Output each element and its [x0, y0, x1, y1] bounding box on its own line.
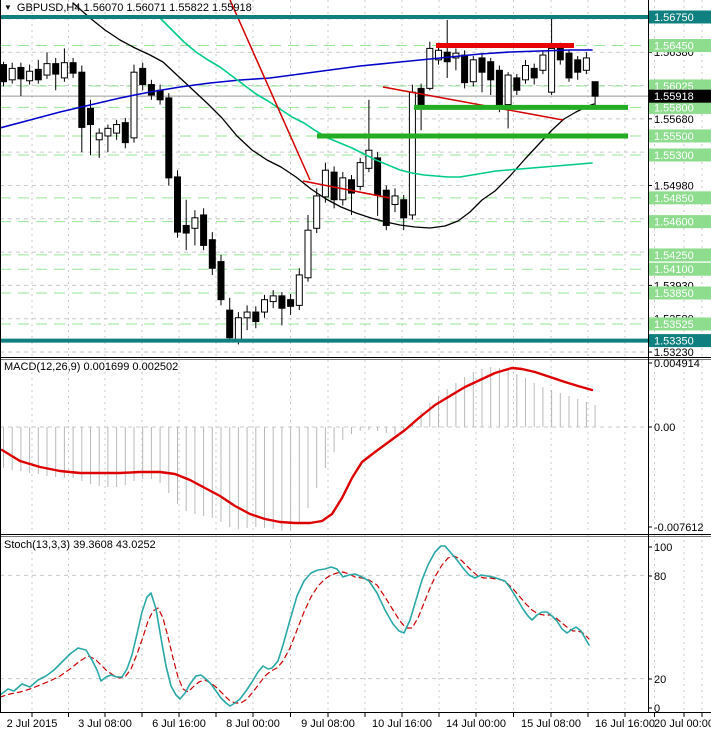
svg-text:0: 0 [654, 703, 660, 715]
svg-text:1.54980: 1.54980 [654, 180, 694, 192]
support-level-badge [649, 79, 711, 93]
svg-text:1.56450: 1.56450 [654, 41, 694, 53]
svg-text:10 Jul 16:00: 10 Jul 16:00 [372, 718, 432, 730]
svg-text:0.004914: 0.004914 [654, 358, 700, 370]
stochastic-panel [0, 545, 648, 707]
svg-text:1.53850: 1.53850 [654, 288, 694, 300]
svg-text:20 Jul 00:00: 20 Jul 00:00 [654, 718, 711, 730]
support-level-badge [649, 100, 711, 114]
svg-text:6 Jul 16:00: 6 Jul 16:00 [152, 718, 206, 730]
main-chart-title: GBPUSD,H4 1.56070 1.56071 1.55822 1.5591… [16, 2, 252, 14]
svg-text:1.54100: 1.54100 [654, 264, 694, 276]
ma-fast-turquoise [159, 17, 593, 178]
macd-panel [0, 366, 648, 531]
svg-text:1.55918: 1.55918 [654, 91, 694, 103]
support-level-badge [649, 317, 711, 331]
svg-text:1.55800: 1.55800 [654, 102, 694, 114]
time-axis[interactable]: 2 Jul 2015 3 Jul 08:00 6 Jul 16:00 8 Jul 00… [7, 713, 711, 730]
svg-text:1.54250: 1.54250 [654, 250, 694, 262]
svg-text:0.00: 0.00 [654, 422, 675, 434]
support-level-badge [649, 215, 711, 229]
macd-title-text: MACD(12,26,9) 0.001699 0.002502 [4, 361, 179, 373]
support-level-badge [649, 129, 711, 143]
support-level-badge [649, 148, 711, 162]
red-trendlines [229, 0, 564, 199]
support-level-badge [649, 248, 711, 262]
svg-text:9 Jul 08:00: 9 Jul 08:00 [301, 718, 355, 730]
svg-text:15 Jul 08:00: 15 Jul 08:00 [521, 718, 581, 730]
svg-text:1.55300: 1.55300 [654, 150, 694, 162]
svg-text:14 Jul 00:00: 14 Jul 00:00 [446, 718, 506, 730]
support-level-badge [649, 262, 711, 276]
vertical-gridlines [31, 0, 703, 712]
support-level-badge [649, 191, 711, 205]
svg-text:20: 20 [654, 674, 666, 686]
svg-text:1.53230: 1.53230 [654, 347, 694, 359]
ma-slow-black [72, 2, 595, 229]
ma-medium-blue [0, 49, 593, 129]
symbol-dropdown-icon[interactable]: ▼ [4, 3, 12, 12]
svg-text:16 Jul 16:00: 16 Jul 16:00 [595, 718, 655, 730]
current-price-badge [649, 89, 711, 103]
main-chart-title-bar: ▼ GBPUSD,H4 1.56070 1.56071 1.55822 1.55… [4, 2, 252, 14]
svg-text:1.53350: 1.53350 [654, 336, 694, 348]
svg-text:1.55500: 1.55500 [654, 131, 694, 143]
svg-text:1.54850: 1.54850 [654, 193, 694, 205]
svg-text:100: 100 [654, 542, 672, 554]
support-resistance-levels [0, 15, 648, 343]
macd-indicator-title: MACD(12,26,9) 0.001699 0.002502 [4, 361, 178, 373]
stoch-title-text: Stoch(13,3,3) 39.3608 43.0252 [4, 539, 156, 551]
support-level-badge [649, 286, 711, 300]
svg-text:80: 80 [654, 571, 666, 583]
svg-text:8 Jul 00:00: 8 Jul 00:00 [226, 718, 280, 730]
panel-separators [0, 0, 711, 713]
svg-text:1.56750: 1.56750 [654, 12, 694, 24]
price-axis[interactable]: 1.567301.563801.560301.556801.553301.549… [648, 10, 711, 716]
svg-text:3 Jul 08:00: 3 Jul 08:00 [78, 718, 132, 730]
key-level-badge [649, 334, 711, 348]
svg-text:2 Jul 2015: 2 Jul 2015 [7, 718, 58, 730]
svg-text:-0.007612: -0.007612 [654, 522, 704, 534]
svg-text:1.53525: 1.53525 [654, 319, 694, 331]
svg-text:1.55680: 1.55680 [654, 114, 694, 126]
svg-text:1.54600: 1.54600 [654, 217, 694, 229]
support-level-badge [649, 39, 711, 53]
stoch-indicator-title: Stoch(13,3,3) 39.3608 43.0252 [4, 539, 156, 551]
key-level-badge [649, 10, 711, 24]
